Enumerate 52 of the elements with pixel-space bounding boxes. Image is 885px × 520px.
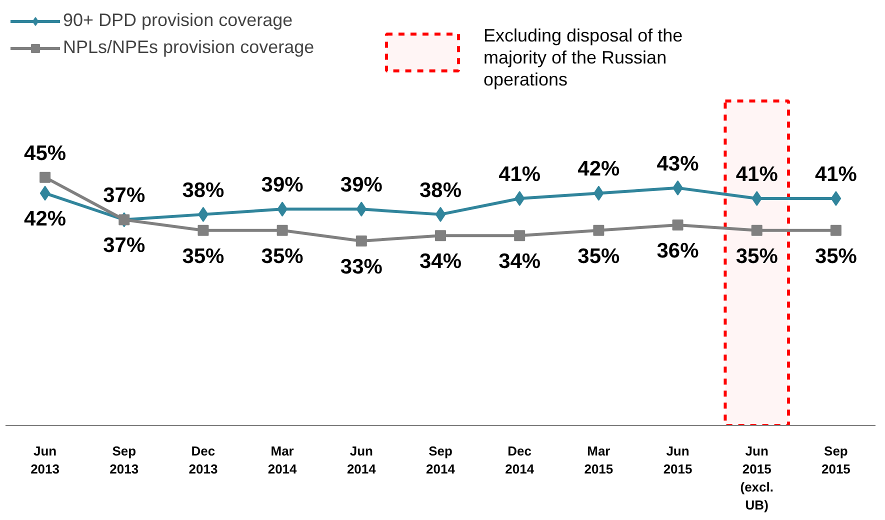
data-label: 43%: [656, 152, 700, 176]
x-tick-label: Sep 2015: [821, 444, 850, 476]
legend-label: NPLs/NPEs provision coverage: [63, 37, 314, 58]
point: [40, 186, 50, 201]
data-label: 38%: [419, 178, 462, 202]
data-label: 39%: [340, 174, 383, 197]
x-tick-label: Dec 2013: [188, 444, 218, 476]
point: [356, 202, 367, 217]
x-tick-label: Jun 2015: [663, 444, 692, 476]
x-tick-label: Dec 2014: [505, 444, 535, 476]
point: [593, 224, 604, 236]
data-label: 41%: [814, 163, 858, 186]
legend-label: 90+ DPD provision coverage: [63, 10, 293, 31]
point: [752, 191, 762, 206]
x-tick-label: Mar 2015: [584, 444, 614, 476]
point: [514, 230, 526, 242]
data-label: 35%: [736, 244, 778, 268]
data-label: 35%: [261, 244, 304, 268]
point: [830, 224, 842, 236]
point: [356, 235, 367, 246]
x-tick-label: Sep 2014: [426, 444, 456, 476]
point: [751, 224, 762, 236]
data-label: 41%: [498, 163, 541, 186]
point: [672, 220, 684, 231]
data-label: 45%: [24, 142, 66, 165]
data-label: 41%: [736, 163, 778, 186]
data-label: 34%: [498, 250, 541, 274]
data-label: 42%: [24, 208, 66, 231]
data-label: 42%: [578, 158, 620, 181]
point: [435, 230, 446, 242]
data-label: 35%: [182, 244, 225, 268]
point: [276, 224, 288, 236]
data-label: 37%: [103, 234, 146, 258]
data-label: 34%: [419, 250, 462, 274]
data-label: 35%: [814, 244, 858, 268]
point: [435, 206, 446, 222]
x-tick-label: Mar 2014: [268, 444, 298, 476]
x-tick-label: Jun 2014: [346, 444, 377, 476]
data-label: 33%: [340, 255, 383, 278]
data-label: 36%: [656, 240, 700, 263]
x-tick-label: Jun 2015 (excl. UB): [740, 444, 774, 512]
point: [830, 191, 842, 206]
point: [514, 191, 525, 206]
x-tick-label: Sep 2013: [110, 444, 139, 476]
point: [198, 224, 209, 236]
x-tick-label: Jun 2013: [30, 444, 60, 476]
data-label: 39%: [261, 174, 304, 197]
data-label: 38%: [182, 178, 225, 202]
legend-label: Excluding disposal of the majority of the Russian operations: [484, 26, 683, 90]
data-label: 35%: [578, 244, 620, 268]
data-label: 37%: [103, 184, 146, 208]
point: [40, 172, 51, 183]
